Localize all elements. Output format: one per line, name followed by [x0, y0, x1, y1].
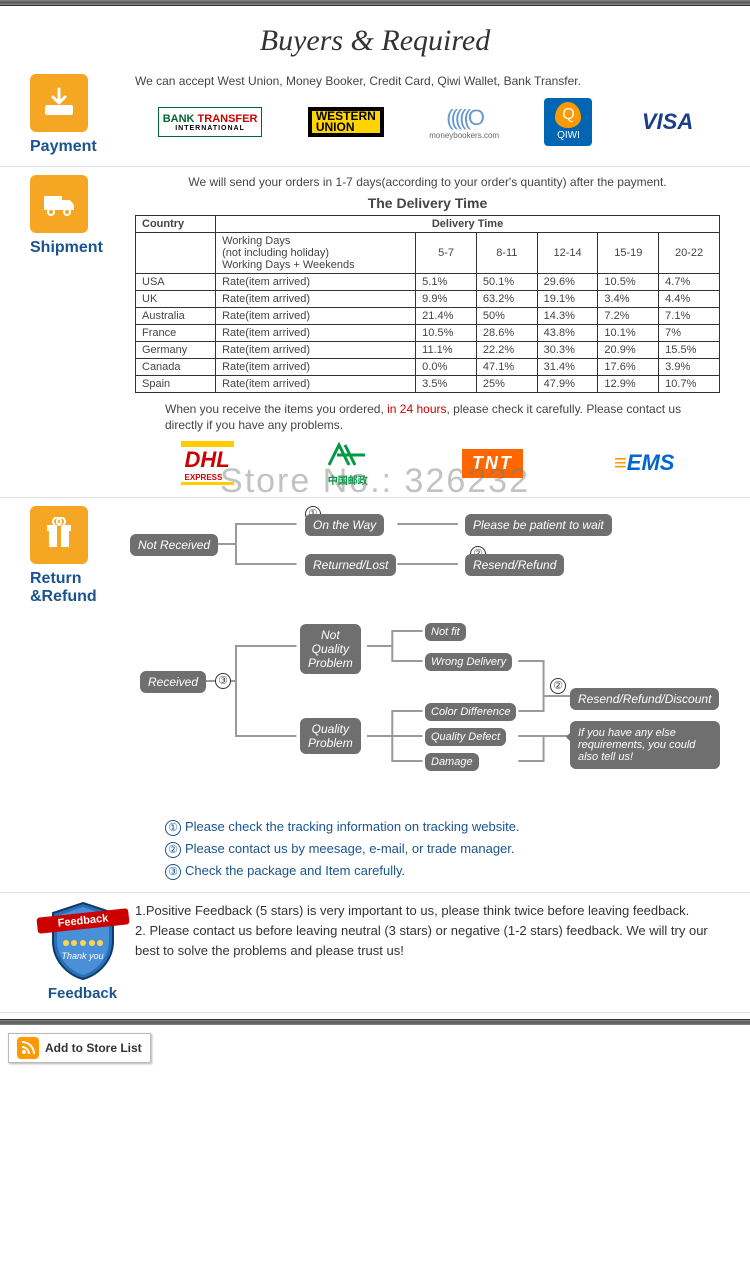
- western-union-logo: WESTERN UNION: [308, 107, 384, 137]
- payment-left: Payment: [30, 74, 135, 156]
- node-qp: Quality Problem: [300, 718, 361, 754]
- node-returned: Returned/Lost: [305, 554, 396, 576]
- table-row: SpainRate(item arrived)3.5%25%47.9%12.9%…: [136, 376, 720, 393]
- col-country: Country: [136, 216, 216, 233]
- bucket-1: 8-11: [476, 233, 537, 274]
- bucket-2: 12-14: [537, 233, 598, 274]
- shipment-body: We will send your orders in 1-7 days(acc…: [135, 175, 720, 487]
- bucket-3: 15-19: [598, 233, 659, 274]
- add-to-store-button[interactable]: Add to Store List: [8, 1033, 151, 1063]
- shipment-icon: [30, 175, 88, 233]
- dhl-logo: DHLEXPRESS: [181, 441, 234, 485]
- return-body: ① Not Received On the Way Returned/Lost …: [135, 506, 720, 882]
- return-flowchart: ① Not Received On the Way Returned/Lost …: [115, 506, 720, 816]
- table-row: UKRate(item arrived)9.9%63.2%19.1%3.4%4.…: [136, 291, 720, 308]
- speech-note: If you have any else requirements, you c…: [570, 721, 720, 769]
- working-header: Working Days (not including holiday) Wor…: [216, 233, 416, 274]
- payment-text: We can accept West Union, Money Booker, …: [135, 74, 720, 88]
- shipment-intro: We will send your orders in 1-7 days(acc…: [135, 175, 720, 189]
- shipment-left: Shipment: [30, 175, 135, 487]
- ems-logo: ≡EMS: [614, 450, 675, 476]
- feedback-left: Feedback Thank you Feedback: [30, 901, 135, 1002]
- bank-transfer-logo: BANK TRANSFERINTERNATIONAL: [158, 107, 263, 137]
- node-color-diff: Color Difference: [425, 703, 516, 721]
- rss-icon: [17, 1037, 39, 1059]
- carrier-row: DHLEXPRESS 中国邮政 TNT ≡EMS: [135, 439, 720, 487]
- add-store-label: Add to Store List: [45, 1041, 142, 1055]
- node-received: Received: [140, 671, 206, 693]
- return-section: Return &Refund ①: [0, 498, 750, 893]
- table-row: USARate(item arrived)5.1%50.1%29.6%10.5%…: [136, 274, 720, 291]
- table-row: AustraliaRate(item arrived)21.4%50%14.3%…: [136, 308, 720, 325]
- feedback-body: 1.Positive Feedback (5 stars) is very im…: [135, 901, 720, 1002]
- tnt-logo: TNT: [462, 449, 523, 478]
- node-defect: Quality Defect: [425, 728, 506, 746]
- delivery-table: Country Delivery Time Working Days (not …: [135, 215, 720, 393]
- moneybookers-logo: (((((O moneybookers.com: [429, 105, 499, 140]
- bottom-divider: [0, 1019, 750, 1025]
- visa-logo: VISA: [638, 107, 697, 137]
- payment-body: We can accept West Union, Money Booker, …: [135, 74, 720, 156]
- node-damage: Damage: [425, 753, 479, 771]
- col-delivery: Delivery Time: [216, 216, 720, 233]
- after-table-note: When you receive the items you ordered, …: [165, 401, 720, 433]
- node-on-way: On the Way: [305, 514, 384, 536]
- bucket-0: 5-7: [416, 233, 477, 274]
- payment-section: Payment We can accept West Union, Money …: [0, 66, 750, 167]
- chinapost-logo: 中国邮政: [325, 439, 371, 487]
- page-title: Buyers & Required: [0, 6, 750, 66]
- table-row: CanadaRate(item arrived)0.0%47.1%31.4%17…: [136, 359, 720, 376]
- delivery-table-title: The Delivery Time: [135, 195, 720, 211]
- node-resend1: Resend/Refund: [465, 554, 564, 576]
- feedback-line-1: 1.Positive Feedback (5 stars) is very im…: [135, 901, 720, 921]
- shipment-section: Shipment We will send your orders in 1-7…: [0, 167, 750, 498]
- return-icon: [30, 506, 88, 564]
- payment-logo-row: BANK TRANSFERINTERNATIONAL WESTERN UNION…: [135, 98, 720, 146]
- payment-icon: [30, 74, 88, 132]
- node-nqp: Not Quality Problem: [300, 624, 361, 674]
- node-wrong: Wrong Delivery: [425, 653, 512, 671]
- node-patient: Please be patient to wait: [465, 514, 612, 536]
- circ-3: ③: [215, 673, 231, 689]
- table-row: GermanyRate(item arrived)11.1%22.2%30.3%…: [136, 342, 720, 359]
- feedback-badge-icon: Feedback Thank you: [43, 901, 123, 981]
- node-not-received: Not Received: [130, 534, 218, 556]
- node-not-fit: Not fit: [425, 623, 466, 641]
- feedback-label: Feedback: [30, 985, 135, 1002]
- circ-2b: ②: [550, 678, 566, 694]
- table-row: FranceRate(item arrived)10.5%28.6%43.8%1…: [136, 325, 720, 342]
- feedback-line-2: 2. Please contact us before leaving neut…: [135, 921, 720, 961]
- payment-label: Payment: [30, 138, 135, 156]
- feedback-section: Feedback Thank you Feedback 1.Positive F…: [0, 893, 750, 1013]
- qiwi-logo: Q QIWI: [544, 98, 592, 146]
- node-resend2: Resend/Refund/Discount: [570, 688, 719, 710]
- shipment-label: Shipment: [30, 239, 135, 257]
- flow-notes: ①Please check the tracking information o…: [165, 816, 720, 882]
- bucket-4: 20-22: [659, 233, 720, 274]
